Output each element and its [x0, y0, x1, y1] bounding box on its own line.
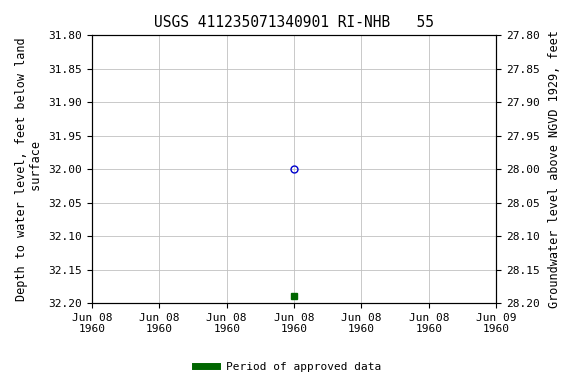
Y-axis label: Depth to water level, feet below land
 surface: Depth to water level, feet below land su… [15, 37, 43, 301]
Legend: Period of approved data: Period of approved data [191, 358, 385, 377]
Y-axis label: Groundwater level above NGVD 1929, feet: Groundwater level above NGVD 1929, feet [548, 30, 561, 308]
Title: USGS 411235071340901 RI-NHB   55: USGS 411235071340901 RI-NHB 55 [154, 15, 434, 30]
